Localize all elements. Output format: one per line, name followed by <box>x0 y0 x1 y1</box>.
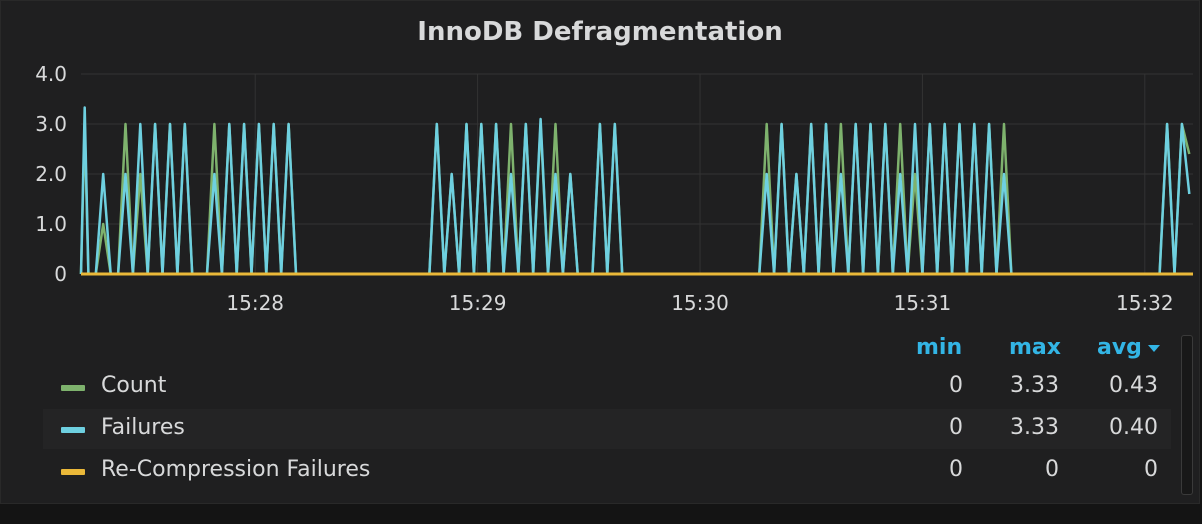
series-color-swatch[interactable] <box>61 469 85 475</box>
legend-row-failures[interactable]: Failures 0 3.33 0.40 <box>43 409 1171 449</box>
y-tick-label: 4.0 <box>35 62 67 86</box>
legend-min-value: 0 <box>949 457 963 482</box>
sort-desc-icon <box>1147 344 1160 352</box>
line-chart[interactable]: 4.0 3.0 2.0 1.0 0 15:28 15:29 15:30 15:31 15:32 <box>1 1 1201 331</box>
x-tick-label: 15:30 <box>671 291 729 315</box>
legend-header-avg-label: avg <box>1097 335 1142 360</box>
series-line-failures <box>79 106 1191 276</box>
y-tick-label: 1.0 <box>35 212 67 236</box>
legend-header-avg[interactable]: avg <box>1097 335 1160 360</box>
legend-min-value: 0 <box>949 415 963 440</box>
y-axis-labels: 4.0 3.0 2.0 1.0 0 <box>35 62 67 286</box>
chart-series <box>79 106 1193 276</box>
x-axis-labels: 15:28 15:29 15:30 15:31 15:32 <box>226 291 1173 315</box>
x-tick-label: 15:32 <box>1116 291 1174 315</box>
legend-header-max[interactable]: max <box>1009 335 1061 360</box>
legend-row-count[interactable]: Count 0 3.33 0.43 <box>43 367 1171 407</box>
legend-avg-value: 0.40 <box>1109 415 1158 440</box>
legend-avg-value: 0 <box>1144 457 1158 482</box>
legend-min-value: 0 <box>949 373 963 398</box>
legend-max-value: 3.33 <box>1010 415 1059 440</box>
chart-grid <box>81 73 1193 275</box>
legend-max-value: 3.33 <box>1010 373 1059 398</box>
series-color-swatch[interactable] <box>61 385 85 391</box>
legend-max-value: 0 <box>1045 457 1059 482</box>
series-color-swatch[interactable] <box>61 427 85 433</box>
y-tick-label: 0 <box>54 262 67 286</box>
legend-header-min[interactable]: min <box>916 335 963 360</box>
x-tick-label: 15:29 <box>449 291 507 315</box>
x-tick-label: 15:31 <box>894 291 952 315</box>
x-tick-label: 15:28 <box>226 291 284 315</box>
panel-title[interactable]: InnoDB Defragmentation <box>417 17 783 47</box>
graph-panel: InnoDB Defragmentation 4.0 3.0 2.0 1.0 0 15:… <box>0 0 1200 504</box>
legend-series-name[interactable]: Count <box>101 373 167 398</box>
y-tick-label: 3.0 <box>35 112 67 136</box>
legend-series-name[interactable]: Re-Compression Failures <box>101 457 371 482</box>
legend-scrollbar[interactable] <box>1181 335 1193 495</box>
legend-row-recompression-failures[interactable]: Re-Compression Failures 0 0 0 <box>43 451 1171 491</box>
legend-avg-value: 0.43 <box>1109 373 1158 398</box>
y-tick-label: 2.0 <box>35 162 67 186</box>
legend-series-name[interactable]: Failures <box>101 415 185 440</box>
